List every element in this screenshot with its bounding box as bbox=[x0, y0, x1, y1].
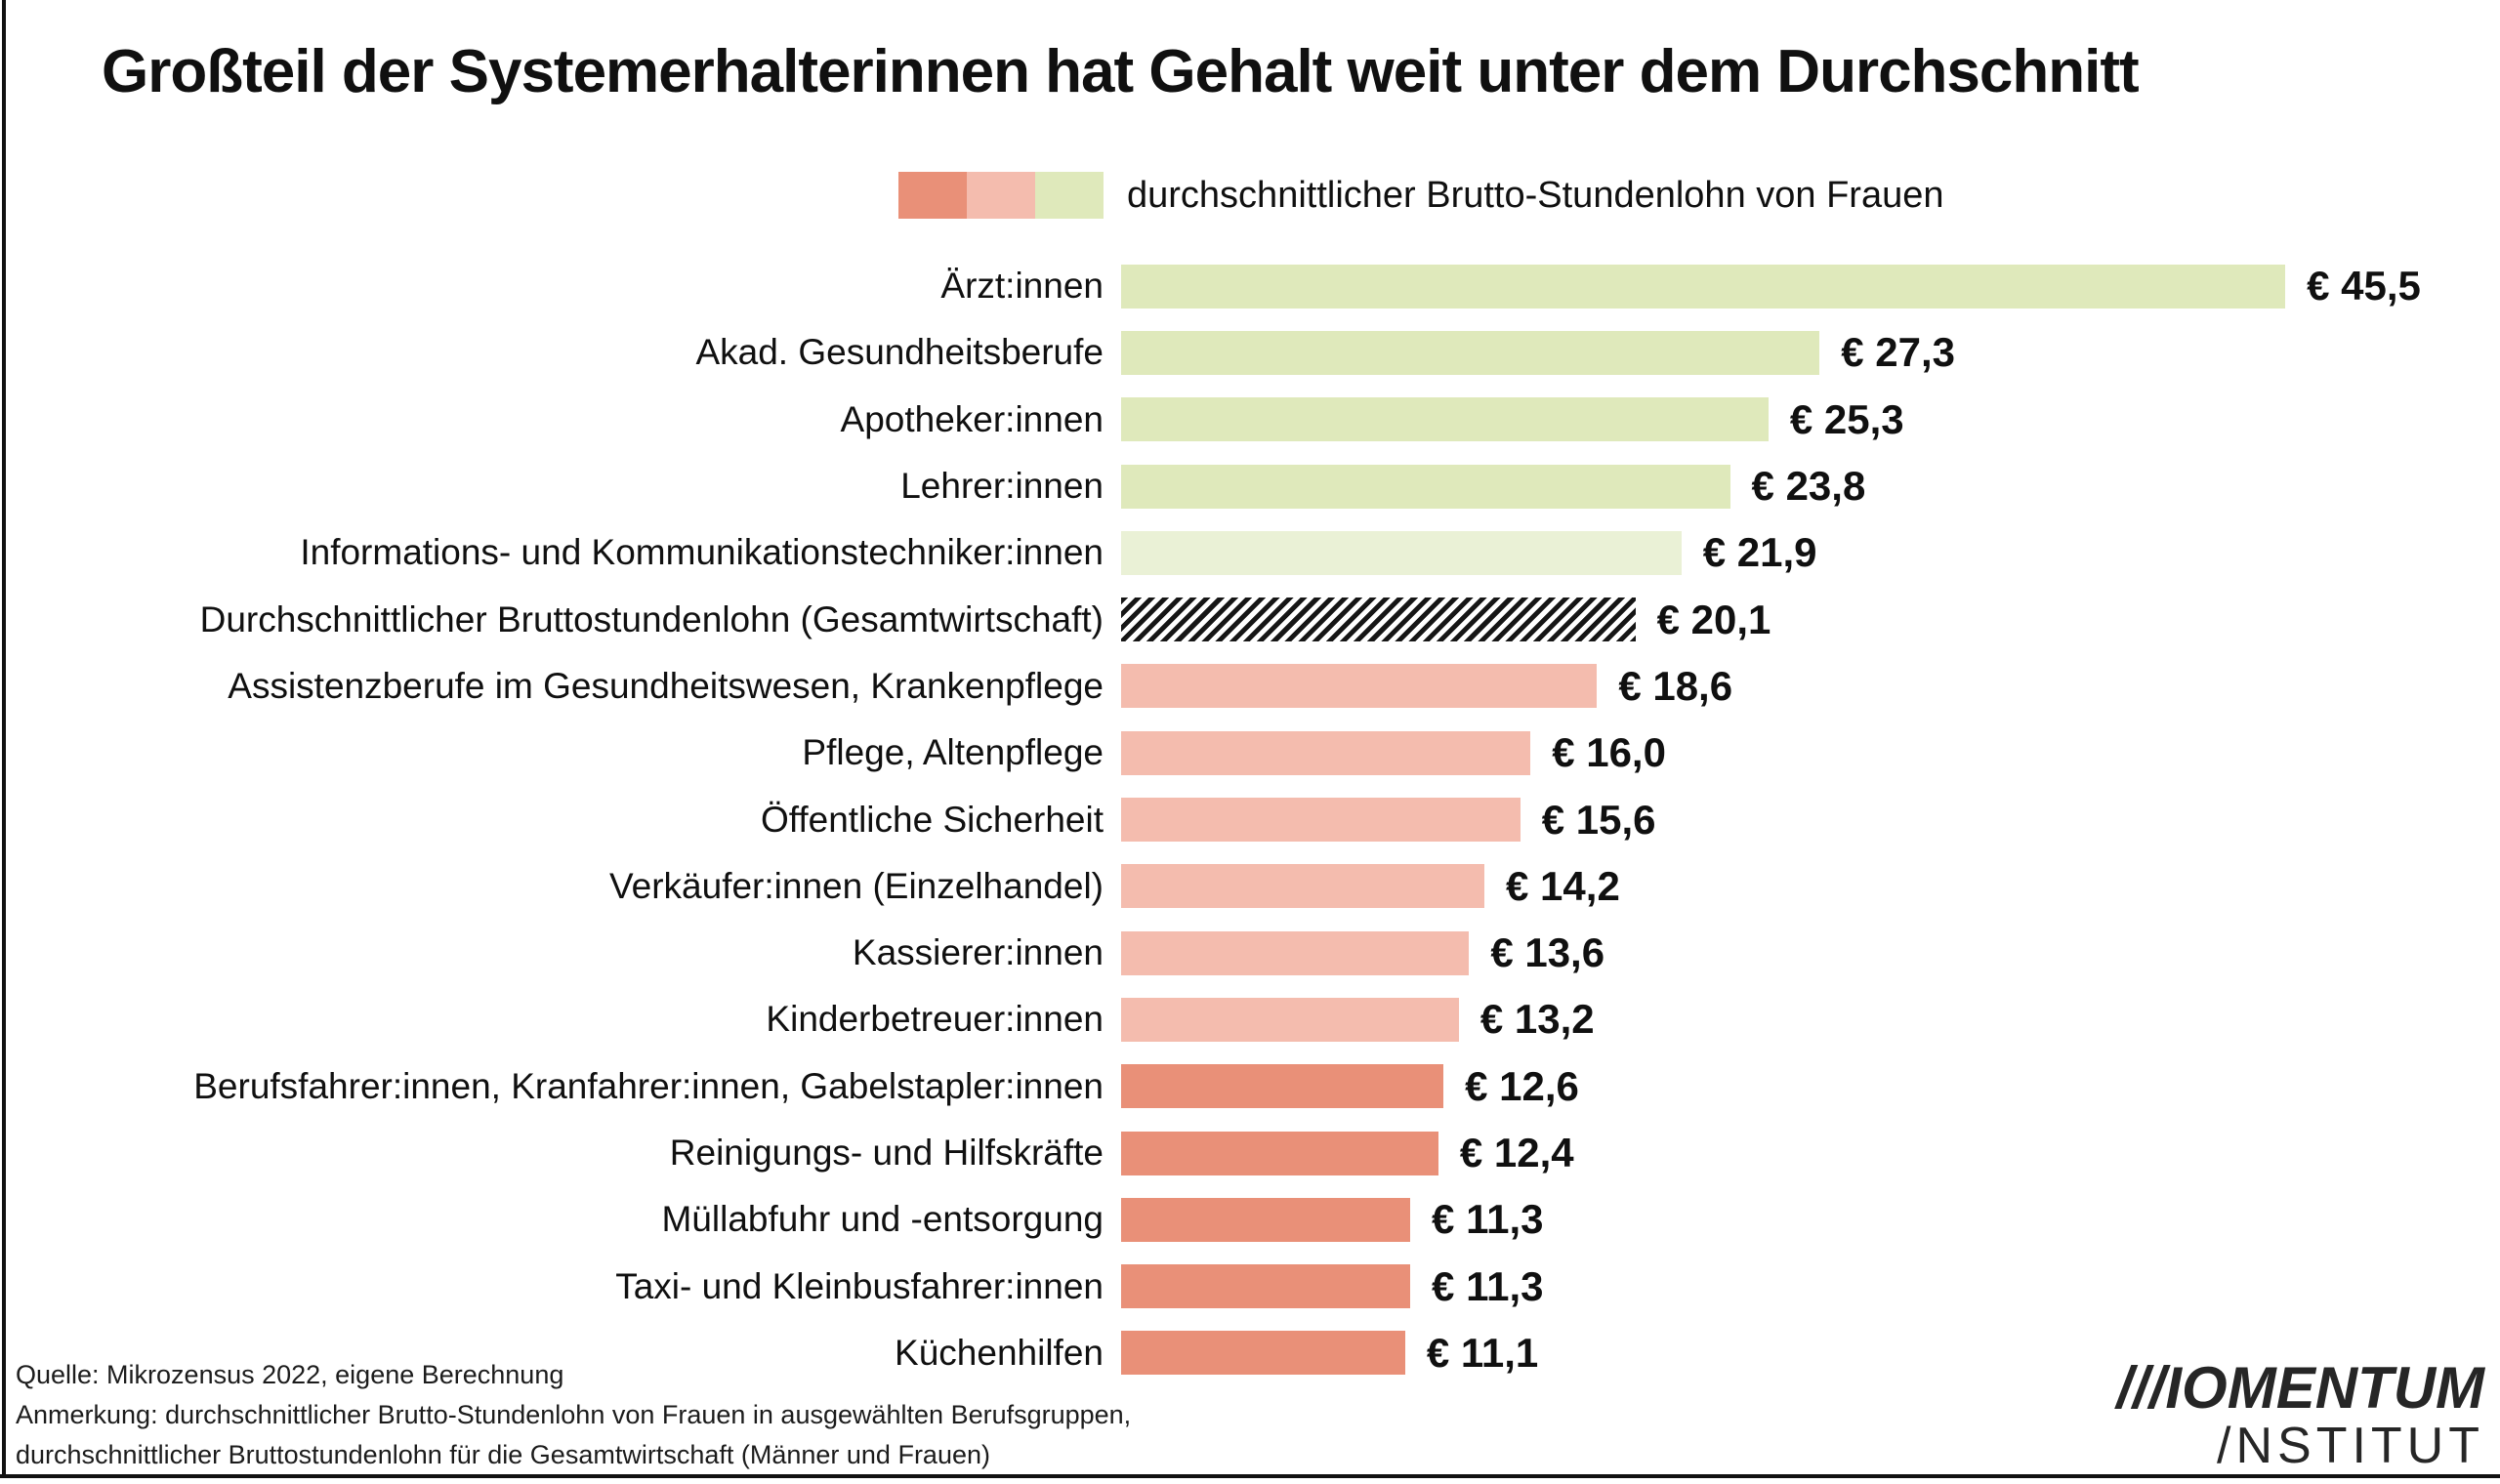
chart-row: Öffentliche Sicherheit € 15,6 bbox=[0, 786, 2500, 852]
bar bbox=[1121, 864, 1485, 909]
bar bbox=[1121, 330, 1820, 375]
logo-line-momentum: ///IOMENTUM bbox=[2116, 1355, 2484, 1421]
category-label: Reinigungs- und Hilfskräfte bbox=[669, 1133, 1104, 1173]
category-label: Öffentliche Sicherheit bbox=[760, 799, 1104, 840]
chart-row: Verkäufer:innen (Einzelhandel) € 14,2 bbox=[0, 853, 2500, 920]
bar bbox=[1121, 1264, 1411, 1309]
chart-row: Pflege, Altenpflege € 16,0 bbox=[0, 720, 2500, 786]
logo-line-institut: /NSTITUT bbox=[2217, 1418, 2484, 1474]
value-label: € 11,3 bbox=[1432, 1262, 1544, 1309]
bar-hatched-average bbox=[1121, 598, 1636, 642]
bar-chart: Ärzt:innen € 45,5 Akad. Gesundheitsberufe €… bbox=[0, 253, 2500, 1386]
chart-row: Kassierer:innen € 13,6 bbox=[0, 920, 2500, 986]
bar bbox=[1121, 997, 1459, 1042]
source-note: Quelle: Mikrozensus 2022, eigene Berechn… bbox=[16, 1360, 564, 1389]
momentum-institut-logo: ///IOMENTUM /NSTITUT bbox=[2116, 1355, 2484, 1475]
value-label: € 21,9 bbox=[1702, 529, 1817, 576]
bar bbox=[1121, 1064, 1444, 1109]
value-label: € 16,0 bbox=[1552, 729, 1666, 776]
bar bbox=[1121, 798, 1521, 843]
category-label: Verkäufer:innen (Einzelhandel) bbox=[609, 865, 1104, 906]
value-label: € 13,6 bbox=[1490, 929, 1605, 976]
chart-row: Kinderbetreuer:innen € 13,2 bbox=[0, 986, 2500, 1052]
chart-row: Assistenzberufe im Gesundheitswesen, Kra… bbox=[0, 653, 2500, 720]
category-label: Lehrer:innen bbox=[900, 466, 1104, 507]
bar bbox=[1121, 530, 1682, 575]
category-label: Assistenzberufe im Gesundheitswesen, Kra… bbox=[228, 665, 1104, 706]
chart-row: Taxi- und Kleinbusfahrer:innen € 11,3 bbox=[0, 1253, 2500, 1319]
value-label: € 45,5 bbox=[2307, 263, 2421, 309]
bar bbox=[1121, 664, 1598, 709]
annotation-line-1: Anmerkung: durchschnittlicher Brutto-Stu… bbox=[16, 1400, 1132, 1429]
value-label: € 11,1 bbox=[1426, 1329, 1539, 1376]
category-label: Berufsfahrer:innen, Kranfahrer:innen, Ga… bbox=[193, 1065, 1104, 1106]
value-label: € 20,1 bbox=[1656, 596, 1771, 642]
value-label: € 25,3 bbox=[1789, 395, 1904, 442]
category-label: Müllabfuhr und -entsorgung bbox=[661, 1199, 1104, 1240]
chart-row: Akad. Gesundheitsberufe € 27,3 bbox=[0, 319, 2500, 386]
chart-row: Durchschnittlicher Bruttostundenlohn (Ge… bbox=[0, 586, 2500, 652]
value-label: € 12,6 bbox=[1465, 1062, 1579, 1109]
chart-row: Küchenhilfen € 11,1 bbox=[0, 1320, 2500, 1386]
category-label: Durchschnittlicher Bruttostundenlohn (Ge… bbox=[199, 598, 1104, 639]
pink-swatch bbox=[967, 172, 1035, 219]
green-swatch bbox=[1035, 172, 1104, 219]
category-label: Kassierer:innen bbox=[852, 932, 1104, 973]
legend-swatches bbox=[898, 172, 1104, 219]
bar bbox=[1121, 930, 1470, 975]
bar bbox=[1121, 1197, 1411, 1242]
chart-row: Reinigungs- und Hilfskräfte € 12,4 bbox=[0, 1120, 2500, 1186]
category-label: Küchenhilfen bbox=[895, 1332, 1104, 1373]
category-label: Akad. Gesundheitsberufe bbox=[695, 332, 1104, 373]
bar bbox=[1121, 397, 1769, 442]
bar bbox=[1121, 264, 2286, 309]
bar bbox=[1121, 730, 1531, 775]
value-label: € 18,6 bbox=[1618, 662, 1733, 709]
chart-row: Müllabfuhr und -entsorgung € 11,3 bbox=[0, 1186, 2500, 1253]
category-label: Informations- und Kommunikationstechnike… bbox=[300, 532, 1104, 573]
category-label: Apotheker:innen bbox=[840, 398, 1104, 439]
value-label: € 11,3 bbox=[1432, 1196, 1544, 1243]
value-label: € 13,2 bbox=[1479, 996, 1595, 1043]
chart-row: Ärzt:innen € 45,5 bbox=[0, 253, 2500, 319]
salmon-swatch bbox=[898, 172, 967, 219]
category-label: Ärzt:innen bbox=[940, 266, 1104, 307]
chart-row: Apotheker:innen € 25,3 bbox=[0, 387, 2500, 453]
category-label: Taxi- und Kleinbusfahrer:innen bbox=[615, 1265, 1104, 1306]
bar bbox=[1121, 1331, 1405, 1376]
value-label: € 12,4 bbox=[1459, 1130, 1574, 1175]
left-border-line bbox=[2, 0, 6, 1478]
value-label: € 23,8 bbox=[1751, 463, 1866, 510]
category-label: Pflege, Altenpflege bbox=[802, 732, 1104, 773]
value-label: € 14,2 bbox=[1506, 862, 1620, 909]
bottom-border-line bbox=[0, 1474, 2500, 1478]
chart-row: Informations- und Kommunikationstechnike… bbox=[0, 519, 2500, 586]
bar bbox=[1121, 1131, 1438, 1175]
chart-row: Lehrer:innen € 23,8 bbox=[0, 453, 2500, 519]
chart-title: Großteil der Systemerhalterinnen hat Geh… bbox=[102, 38, 2140, 105]
legend: durchschnittlicher Brutto-Stundenlohn vo… bbox=[898, 172, 1943, 219]
chart-row: Berufsfahrer:innen, Kranfahrer:innen, Ga… bbox=[0, 1053, 2500, 1120]
bar bbox=[1121, 464, 1730, 509]
value-label: € 15,6 bbox=[1541, 796, 1656, 843]
value-label: € 27,3 bbox=[1841, 329, 1956, 376]
legend-label: durchschnittlicher Brutto-Stundenlohn vo… bbox=[1127, 174, 1944, 216]
category-label: Kinderbetreuer:innen bbox=[766, 999, 1104, 1040]
annotation-line-2: durchschnittlicher Bruttostundenlohn für… bbox=[16, 1440, 990, 1469]
footer: Quelle: Mikrozensus 2022, eigene Berechn… bbox=[16, 1355, 1131, 1475]
